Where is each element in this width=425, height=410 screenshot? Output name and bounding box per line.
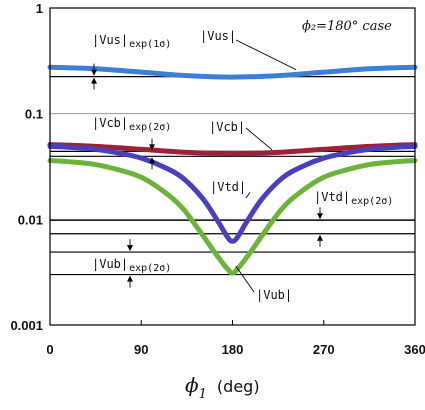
x-axis-symbol: ϕ	[185, 373, 199, 397]
y-tick-label: 0.01	[18, 212, 43, 227]
arrow-head	[317, 234, 323, 241]
arrow-head	[317, 213, 323, 220]
series-line-vub	[47, 158, 418, 276]
curve-label: |Vtd|	[210, 180, 246, 194]
series-group	[47, 64, 418, 276]
series-line-vus	[47, 64, 418, 80]
x-axis-subscript: 1	[199, 387, 207, 402]
band-label: |Vus|exp(1σ)	[92, 33, 171, 50]
band-label-sub: exp(1σ)	[129, 39, 171, 50]
x-tick-label: 90	[134, 342, 148, 357]
x-axis-unit: (deg)	[217, 377, 260, 396]
y-tick-label: 0.001	[10, 318, 43, 333]
band-label: |Vtd|exp(2σ)	[314, 190, 393, 207]
band-label-main: |Vtd|	[314, 190, 350, 204]
band-label-main: |Vus|	[92, 33, 128, 47]
leader-line	[235, 39, 297, 71]
x-tick-label: 270	[313, 342, 335, 357]
curve-label: |Vub|	[256, 288, 292, 302]
annotations: |Vus|exp(1σ)|Vus||Vcb|exp(2σ) |Vcb||Vtd||…	[91, 29, 393, 302]
x-tick-label: 180	[222, 342, 244, 357]
arrow-head	[127, 275, 133, 282]
curve-label: |Vus|	[200, 29, 236, 43]
x-tick-label: 360	[404, 342, 425, 357]
arrow-head	[91, 69, 97, 76]
x-tick-label: 0	[46, 342, 53, 357]
y-axis-ticks: 0.001 0.01 0.1 1	[10, 1, 43, 333]
band-label-sub: exp(2σ)	[351, 196, 393, 207]
band-label-main: |Vub|	[92, 257, 128, 271]
reference-lines	[50, 76, 415, 276]
case-label: ϕ₂=180° case	[302, 19, 392, 34]
arrow-head	[91, 77, 97, 84]
x-axis-ticks: 0 90 180 270 360	[46, 320, 425, 357]
y-tick-label: 1	[36, 1, 43, 16]
x-axis-title: ϕ1 (deg)	[185, 373, 260, 402]
band-label-sub: exp(2σ)	[129, 263, 171, 274]
leader-line	[245, 192, 251, 199]
band-label: |Vub|exp(2σ)	[92, 257, 171, 274]
y-tick-label: 0.1	[25, 107, 43, 122]
arrow-head	[127, 245, 133, 252]
curve-label: |Vcb|	[209, 120, 245, 134]
band-label-sub: exp(2σ)	[129, 122, 171, 133]
arrow-head	[149, 144, 155, 151]
band-label: |Vcb|exp(2σ)	[92, 116, 171, 133]
band-label-main: |Vcb|	[92, 116, 128, 130]
leader-line	[245, 127, 273, 151]
series-line-vtd	[47, 143, 418, 244]
series-line-vcb	[47, 142, 418, 156]
leader-line	[235, 265, 255, 293]
arrow-head	[149, 157, 155, 164]
